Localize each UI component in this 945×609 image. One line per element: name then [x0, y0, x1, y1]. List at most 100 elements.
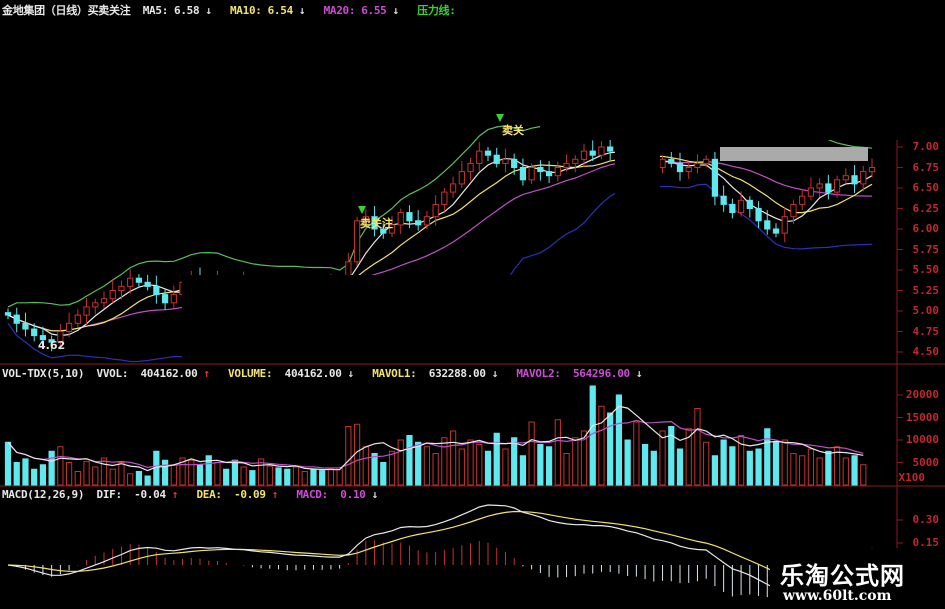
volume-bar-up: [118, 462, 125, 486]
volume-header: VOL-TDX(5,10) VVOL: 404162.00 ↑ VOLUME: 4…: [2, 367, 654, 380]
volume-bar-up: [397, 439, 404, 486]
volume-bar-down: [144, 475, 151, 486]
candle-up: [476, 150, 483, 164]
candle-up: [790, 203, 797, 218]
volume-bar-up: [580, 430, 588, 486]
volume-bar-up: [554, 419, 561, 486]
pressure-line-label: 压力线:: [417, 4, 456, 17]
ma20-arrow: ↓: [392, 4, 399, 17]
candle-up: [458, 171, 465, 185]
ma5-label: MA5:: [142, 4, 169, 17]
candle-up: [807, 187, 815, 197]
volume-bar-down: [223, 468, 230, 486]
volume-bar-down: [310, 468, 317, 486]
volume-bar-down: [484, 450, 492, 486]
macd-label: MACD:: [296, 488, 328, 501]
candle-up: [781, 216, 788, 234]
macd-tick-label: 0.15: [912, 536, 940, 549]
volume-bar-up: [257, 458, 265, 486]
candle-up: [432, 203, 439, 218]
volume-bar-down: [415, 441, 422, 486]
mavol1-arrow: ↓: [491, 367, 499, 380]
candle-up: [502, 158, 509, 164]
candle-up: [563, 162, 570, 168]
volume-bar-down: [135, 471, 143, 486]
volume-tick-label: 15000: [905, 410, 939, 424]
volume-bar-up: [685, 428, 692, 486]
dif-line: [7, 504, 873, 590]
price-tick-label: 7.00: [912, 140, 940, 153]
candle-up: [580, 150, 588, 160]
volume-bar-up: [362, 446, 369, 486]
volume-bar-up: [833, 446, 841, 486]
volume-bar-down: [249, 470, 256, 486]
candle-down: [48, 339, 55, 343]
candle-down: [511, 158, 518, 169]
dif-value: -0.04: [134, 488, 166, 501]
volume-bar-up: [633, 421, 640, 486]
candle-down: [668, 158, 675, 164]
volume-bar-up: [109, 468, 116, 486]
ma10-arrow: ↓: [298, 4, 306, 17]
dif-label: DIF:: [96, 488, 123, 501]
candle-down: [371, 216, 378, 230]
watermark-url: www.60lt.com: [783, 588, 892, 604]
volume-value: 404162.00: [284, 367, 342, 380]
volume-bar-down: [624, 439, 631, 486]
volume-bar-up: [336, 467, 343, 486]
candle-up: [685, 167, 692, 173]
ma10-value: 6.54: [267, 4, 294, 17]
volume-bar-up: [807, 448, 815, 486]
signal-arrow-icon: [496, 114, 504, 122]
volume-bar-down: [406, 435, 413, 486]
candle-down: [729, 203, 736, 214]
mavol2-arrow: ↓: [635, 367, 643, 380]
volume-bar-down: [31, 468, 38, 486]
volume-bar-down: [851, 455, 858, 486]
ma5-arrow: ↓: [205, 4, 212, 17]
volume-bar-up: [737, 435, 745, 486]
candle-up: [353, 220, 361, 263]
mavol2-label: MAVOL2:: [516, 367, 561, 380]
volume-tick-label: 10000: [905, 433, 939, 446]
candle-down: [746, 199, 753, 210]
volume-tick-label: 5000: [912, 455, 940, 469]
candle-up: [868, 167, 876, 173]
vvol-value: 404162.00: [140, 367, 198, 380]
candle-up: [799, 195, 806, 205]
macd-arrow: ↓: [371, 488, 379, 501]
volume-bar-up: [598, 405, 605, 486]
watermark-background: [770, 548, 945, 609]
volume-bar-up: [327, 468, 335, 486]
ma10-label: MA10:: [229, 4, 262, 17]
volume-bar-down: [493, 432, 500, 486]
candle-up: [74, 314, 81, 324]
volume-bar-down: [22, 458, 29, 486]
ma5-line: [7, 151, 873, 337]
candle-up: [65, 322, 73, 332]
volume-bar-down: [161, 459, 169, 486]
volume-bar-up: [449, 430, 457, 486]
volume-bar-down: [48, 450, 55, 486]
chart-title: 金地集团（日线）买卖关注: [2, 4, 131, 17]
price-tick-label: 5.25: [912, 283, 940, 297]
volume-bar-down: [371, 453, 378, 486]
volume-bar-down: [380, 462, 387, 486]
volume-bar-down: [537, 444, 544, 486]
volume-bar-up: [799, 455, 806, 486]
volume-bar-down: [519, 455, 527, 486]
price-tick-label: 6.75: [912, 160, 940, 174]
candle-down: [755, 208, 762, 222]
volume-bar-up: [659, 430, 666, 486]
volume-bar-up: [860, 464, 867, 486]
price-tick-label: 6.25: [912, 201, 940, 215]
volume-bar-down: [825, 450, 832, 486]
volume-bar-up: [179, 457, 186, 486]
volume-bar-down: [755, 448, 762, 486]
candle-down: [537, 167, 544, 173]
volume-label: VOLUME:: [228, 367, 273, 380]
volume-bar-up: [170, 464, 177, 486]
mavol2-line: [7, 419, 864, 469]
candle-up: [703, 158, 710, 164]
candle-up: [100, 298, 108, 304]
